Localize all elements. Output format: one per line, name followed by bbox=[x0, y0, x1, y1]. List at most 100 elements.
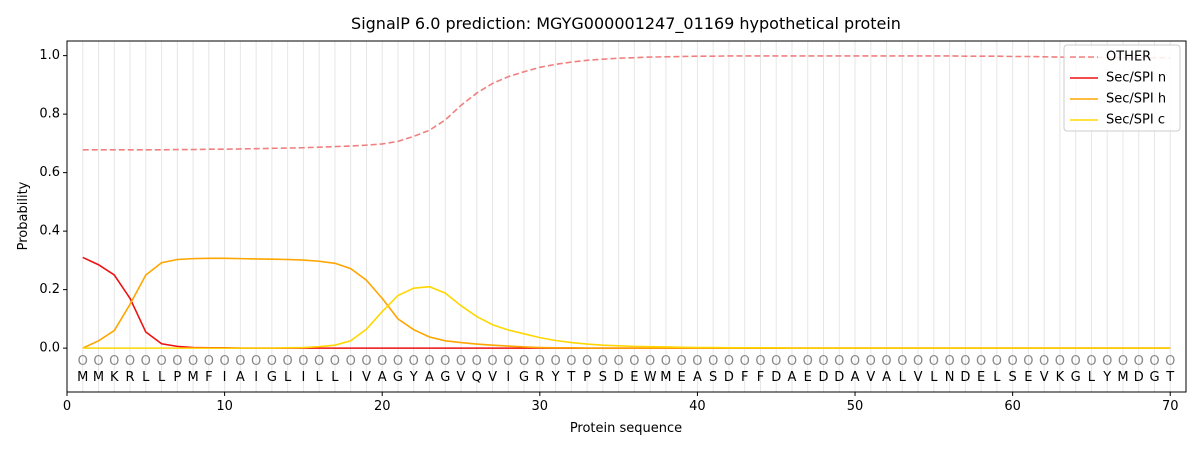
sequence-marker: O bbox=[1086, 354, 1096, 369]
sequence-marker: O bbox=[267, 354, 277, 369]
sequence-marker: O bbox=[188, 354, 198, 369]
sequence-marker: O bbox=[677, 354, 687, 369]
legend-box bbox=[1063, 44, 1181, 132]
sequence-marker: O bbox=[614, 354, 624, 369]
sequence-residue: Q bbox=[472, 370, 482, 385]
sequence-marker: O bbox=[708, 354, 718, 369]
x-tick-label: 40 bbox=[689, 399, 706, 414]
sequence-residue: F bbox=[205, 370, 212, 385]
sequence-residue: V bbox=[914, 370, 923, 385]
sequence-marker: O bbox=[251, 354, 261, 369]
sequence-marker: O bbox=[456, 354, 466, 369]
sequence-residue: K bbox=[1056, 370, 1065, 385]
sequence-residue: Y bbox=[409, 370, 418, 385]
sequence-marker: O bbox=[724, 354, 734, 369]
sequence-marker: O bbox=[598, 354, 608, 369]
sequence-residue: G bbox=[393, 370, 403, 385]
sequence-residue: R bbox=[126, 370, 135, 385]
sequence-residue: D bbox=[834, 370, 844, 385]
sequence-marker: O bbox=[487, 354, 497, 369]
sequence-marker: O bbox=[78, 354, 88, 369]
y-axis-label: Probability bbox=[16, 181, 31, 250]
sequence-residue: L bbox=[899, 370, 907, 385]
sequence-marker: O bbox=[787, 354, 797, 369]
sequence-residue: P bbox=[583, 370, 591, 385]
sequence-residue: L bbox=[1088, 370, 1096, 385]
sequence-residue: R bbox=[535, 370, 544, 385]
sequence-marker: O bbox=[283, 354, 293, 369]
sequence-residue: L bbox=[316, 370, 324, 385]
sequence-residue: Y bbox=[1102, 370, 1111, 385]
y-tick-label: 0.0 bbox=[39, 341, 60, 356]
sequence-residue: F bbox=[757, 370, 764, 385]
legend-label: Sec/SPI c bbox=[1106, 113, 1165, 128]
sequence-marker: O bbox=[818, 354, 828, 369]
sequence-marker: O bbox=[409, 354, 419, 369]
sequence-residue: L bbox=[993, 370, 1001, 385]
sequence-marker: O bbox=[771, 354, 781, 369]
sequence-residue: I bbox=[349, 370, 353, 385]
sequence-residue: M bbox=[660, 370, 671, 385]
sequence-marker: O bbox=[629, 354, 639, 369]
x-tick-label: 60 bbox=[1004, 399, 1021, 414]
sequence-residue: E bbox=[678, 370, 686, 385]
series-lines bbox=[82, 55, 1171, 349]
sequence-residue: A bbox=[882, 370, 891, 385]
x-tick-label: 10 bbox=[216, 399, 233, 414]
sequence-residue: A bbox=[236, 370, 245, 385]
sequence-residue: M bbox=[77, 370, 88, 385]
sequence-marker: O bbox=[156, 354, 166, 369]
sequence-residue: A bbox=[378, 370, 387, 385]
sequence-marker: O bbox=[125, 354, 135, 369]
sequence-marker: O bbox=[535, 354, 545, 369]
y-axis-ticks: 0.0 0.2 0.4 0.6 0.8 1.0 bbox=[39, 48, 67, 356]
sequence-marker: O bbox=[1102, 354, 1112, 369]
sequence-marker: O bbox=[1008, 354, 1018, 369]
sequence-residue: A bbox=[425, 370, 434, 385]
sequence-marker: O bbox=[440, 354, 450, 369]
sequence-residue: G bbox=[1071, 370, 1081, 385]
sequence-residue: L bbox=[331, 370, 339, 385]
sequence-marker: O bbox=[204, 354, 214, 369]
series-line-sec-spi-n bbox=[82, 256, 1171, 349]
sequence-marker: O bbox=[645, 354, 655, 369]
sequence-residue: S bbox=[709, 370, 717, 385]
sequence-residue: P bbox=[173, 370, 181, 385]
sequence-marker: O bbox=[1039, 354, 1049, 369]
sequence-residue: V bbox=[488, 370, 497, 385]
sequence-marker: O bbox=[1055, 354, 1065, 369]
sequence-residue: L bbox=[142, 370, 150, 385]
x-tick-label: 70 bbox=[1162, 399, 1179, 414]
sequence-marker: O bbox=[109, 354, 119, 369]
sequence-residue: M bbox=[93, 370, 104, 385]
x-tick-label: 30 bbox=[532, 399, 549, 414]
sequence-residue: Y bbox=[551, 370, 560, 385]
sequence-residue: I bbox=[506, 370, 510, 385]
sequence-residue: T bbox=[1165, 370, 1174, 385]
sequence-residue: I bbox=[301, 370, 305, 385]
sequence-residue: A bbox=[851, 370, 860, 385]
sequence-residue: A bbox=[788, 370, 797, 385]
sequence-residue: F bbox=[741, 370, 748, 385]
y-tick-label: 0.8 bbox=[39, 107, 60, 122]
sequence-marker: O bbox=[913, 354, 923, 369]
sequence-residue: V bbox=[1040, 370, 1049, 385]
series-line-other bbox=[82, 55, 1171, 151]
sequence-residue: W bbox=[644, 370, 657, 385]
sequence-residue: E bbox=[1024, 370, 1032, 385]
sequence-marker: O bbox=[330, 354, 340, 369]
x-tick-label: 20 bbox=[374, 399, 391, 414]
sequence-residue: I bbox=[254, 370, 258, 385]
sequence-residue: E bbox=[977, 370, 985, 385]
sequence-marker: O bbox=[346, 354, 356, 369]
sequence-residue: G bbox=[519, 370, 529, 385]
sequence-marker: O bbox=[1023, 354, 1033, 369]
sequence-residue: M bbox=[187, 370, 198, 385]
sequence-marker: O bbox=[976, 354, 986, 369]
y-tick-label: 1.0 bbox=[39, 48, 60, 63]
sequence-marker: O bbox=[850, 354, 860, 369]
x-tick-label: 50 bbox=[847, 399, 864, 414]
legend: OTHER Sec/SPI n Sec/SPI h Sec/SPI c bbox=[1063, 44, 1181, 132]
sequence-residue: L bbox=[158, 370, 166, 385]
